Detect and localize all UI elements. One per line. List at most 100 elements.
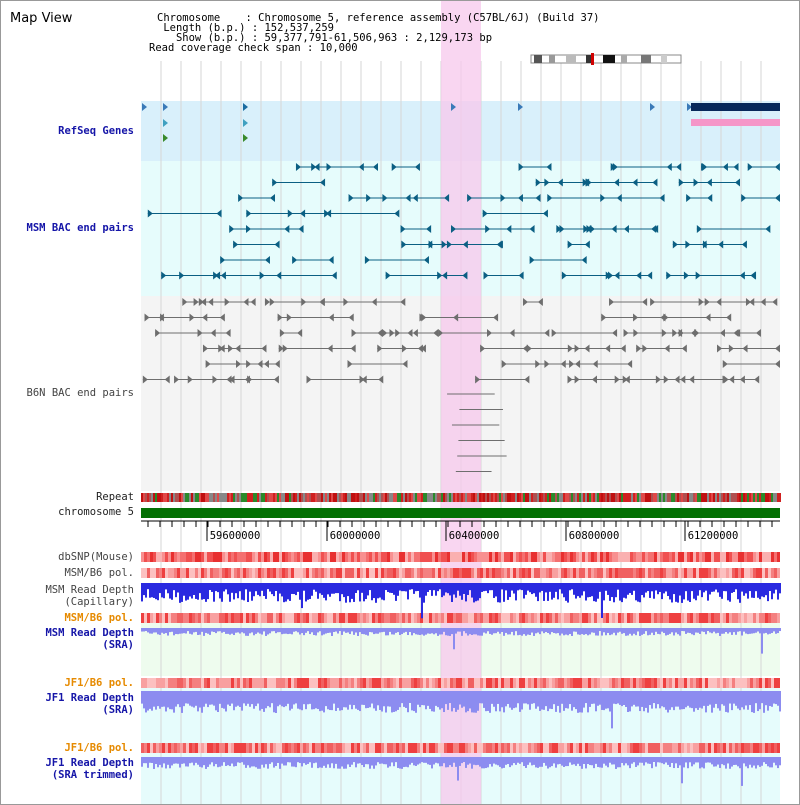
heat-cell bbox=[420, 743, 423, 753]
heat-cell bbox=[174, 613, 177, 623]
heat-cell bbox=[759, 613, 762, 623]
depth-bar bbox=[619, 583, 621, 601]
depth-bar bbox=[215, 583, 217, 592]
depth-bar bbox=[265, 583, 267, 599]
bac-end-marker bbox=[144, 313, 150, 322]
depth-bar bbox=[777, 757, 779, 769]
track-label-msm-depth-cap-sub: (Capillary) bbox=[64, 596, 134, 608]
depth-bar bbox=[361, 628, 363, 634]
depth-bar bbox=[219, 628, 221, 632]
track-label-jf1-pol-1[interactable]: JF1/B6 pol. bbox=[64, 677, 134, 689]
repeat-cell bbox=[209, 493, 211, 502]
depth-bar bbox=[235, 583, 237, 594]
bac-end-marker bbox=[278, 344, 284, 353]
depth-bar bbox=[427, 583, 429, 592]
bac-end-marker bbox=[446, 240, 452, 249]
repeat-cell bbox=[255, 493, 257, 502]
heat-cell bbox=[609, 743, 612, 753]
heat-cell bbox=[423, 678, 426, 688]
depth-bar bbox=[617, 628, 619, 633]
depth-bar bbox=[423, 691, 425, 706]
heat-cell bbox=[507, 568, 510, 578]
track-label-dbsnp[interactable]: dbSNP(Mouse) bbox=[58, 551, 134, 563]
depth-bar bbox=[321, 691, 323, 711]
heat-cell bbox=[237, 613, 240, 623]
heat-cell bbox=[192, 678, 195, 688]
depth-bar bbox=[311, 691, 313, 710]
bac-end-marker bbox=[695, 271, 701, 280]
track-label-jf1-depth-sra[interactable]: JF1 Read Depth bbox=[45, 692, 134, 704]
bac-end-marker bbox=[210, 329, 216, 337]
heat-cell bbox=[540, 743, 543, 753]
depth-bar bbox=[303, 691, 305, 705]
bac-end-marker bbox=[270, 194, 276, 202]
chromosome-ideogram bbox=[530, 53, 682, 65]
heat-cell bbox=[390, 743, 393, 753]
depth-bar bbox=[713, 757, 715, 767]
depth-bar bbox=[339, 583, 341, 602]
depth-bar bbox=[327, 691, 329, 710]
depth-bar bbox=[625, 691, 627, 707]
track-label-msm-bac[interactable]: MSM BAC end pairs bbox=[26, 222, 134, 234]
heat-cell bbox=[642, 568, 645, 578]
repeat-cell bbox=[653, 493, 655, 502]
depth-bar bbox=[643, 757, 645, 766]
bac-end-marker bbox=[642, 344, 648, 353]
repeat-cell bbox=[289, 493, 291, 502]
depth-bar bbox=[351, 691, 353, 710]
depth-bar bbox=[329, 691, 331, 711]
depth-bar bbox=[775, 691, 777, 705]
depth-bar bbox=[707, 691, 709, 706]
track-label-b6n-bac[interactable]: B6N BAC end pairs bbox=[26, 387, 134, 399]
track-label-msm-pol-2[interactable]: MSM/B6 pol. bbox=[64, 612, 134, 624]
heat-cell bbox=[282, 568, 285, 578]
depth-bar bbox=[717, 691, 719, 709]
depth-bar bbox=[419, 757, 421, 764]
depth-bar bbox=[639, 691, 641, 712]
repeat-cell bbox=[539, 493, 541, 502]
bac-end-marker bbox=[295, 163, 301, 171]
heat-cell bbox=[288, 613, 291, 623]
heat-cell bbox=[153, 743, 156, 753]
heat-cell bbox=[678, 678, 681, 688]
depth-bar bbox=[685, 757, 687, 763]
repeat-cell bbox=[601, 493, 603, 502]
track-label-msm-depth-cap[interactable]: MSM Read Depth bbox=[45, 584, 134, 596]
heat-cell bbox=[492, 568, 495, 578]
depth-bar bbox=[683, 757, 685, 768]
heat-cell bbox=[579, 678, 582, 688]
depth-bar bbox=[223, 757, 225, 763]
heat-cell bbox=[249, 552, 252, 562]
depth-bar bbox=[435, 628, 437, 634]
depth-bar bbox=[531, 691, 533, 704]
heat-cell bbox=[336, 743, 339, 753]
bac-end-marker bbox=[269, 298, 275, 306]
depth-bar bbox=[307, 583, 309, 600]
track-label-msm-pol-1[interactable]: MSM/B6 pol. bbox=[64, 567, 134, 579]
track-label-msm-depth-sra[interactable]: MSM Read Depth bbox=[45, 627, 134, 639]
track-label-repeat[interactable]: Repeat bbox=[96, 491, 134, 503]
track-label-chromosome[interactable]: chromosome 5 bbox=[58, 506, 134, 518]
heat-cell bbox=[393, 568, 396, 578]
depth-bar bbox=[403, 628, 405, 633]
depth-bar bbox=[379, 691, 381, 710]
track-label-jf1-depth-trim[interactable]: JF1 Read Depth bbox=[45, 757, 134, 769]
depth-bar bbox=[649, 757, 651, 764]
track-label-refseq-genes[interactable]: RefSeq Genes bbox=[58, 125, 134, 137]
depth-bar bbox=[207, 757, 209, 767]
bac-end-marker bbox=[391, 163, 397, 171]
heat-cell bbox=[609, 678, 612, 688]
depth-bar bbox=[339, 691, 341, 711]
track-label-jf1-pol-2[interactable]: JF1/B6 pol. bbox=[64, 742, 134, 754]
heat-cell bbox=[285, 552, 288, 562]
heat-cell bbox=[732, 743, 735, 753]
heat-cell bbox=[618, 552, 621, 562]
depth-bar bbox=[709, 757, 711, 763]
depth-bar bbox=[419, 628, 421, 636]
depth-bar bbox=[201, 583, 203, 600]
heat-cell bbox=[414, 613, 417, 623]
bac-end-marker bbox=[707, 194, 713, 202]
heat-cell bbox=[378, 552, 381, 562]
depth-bar bbox=[365, 757, 367, 765]
